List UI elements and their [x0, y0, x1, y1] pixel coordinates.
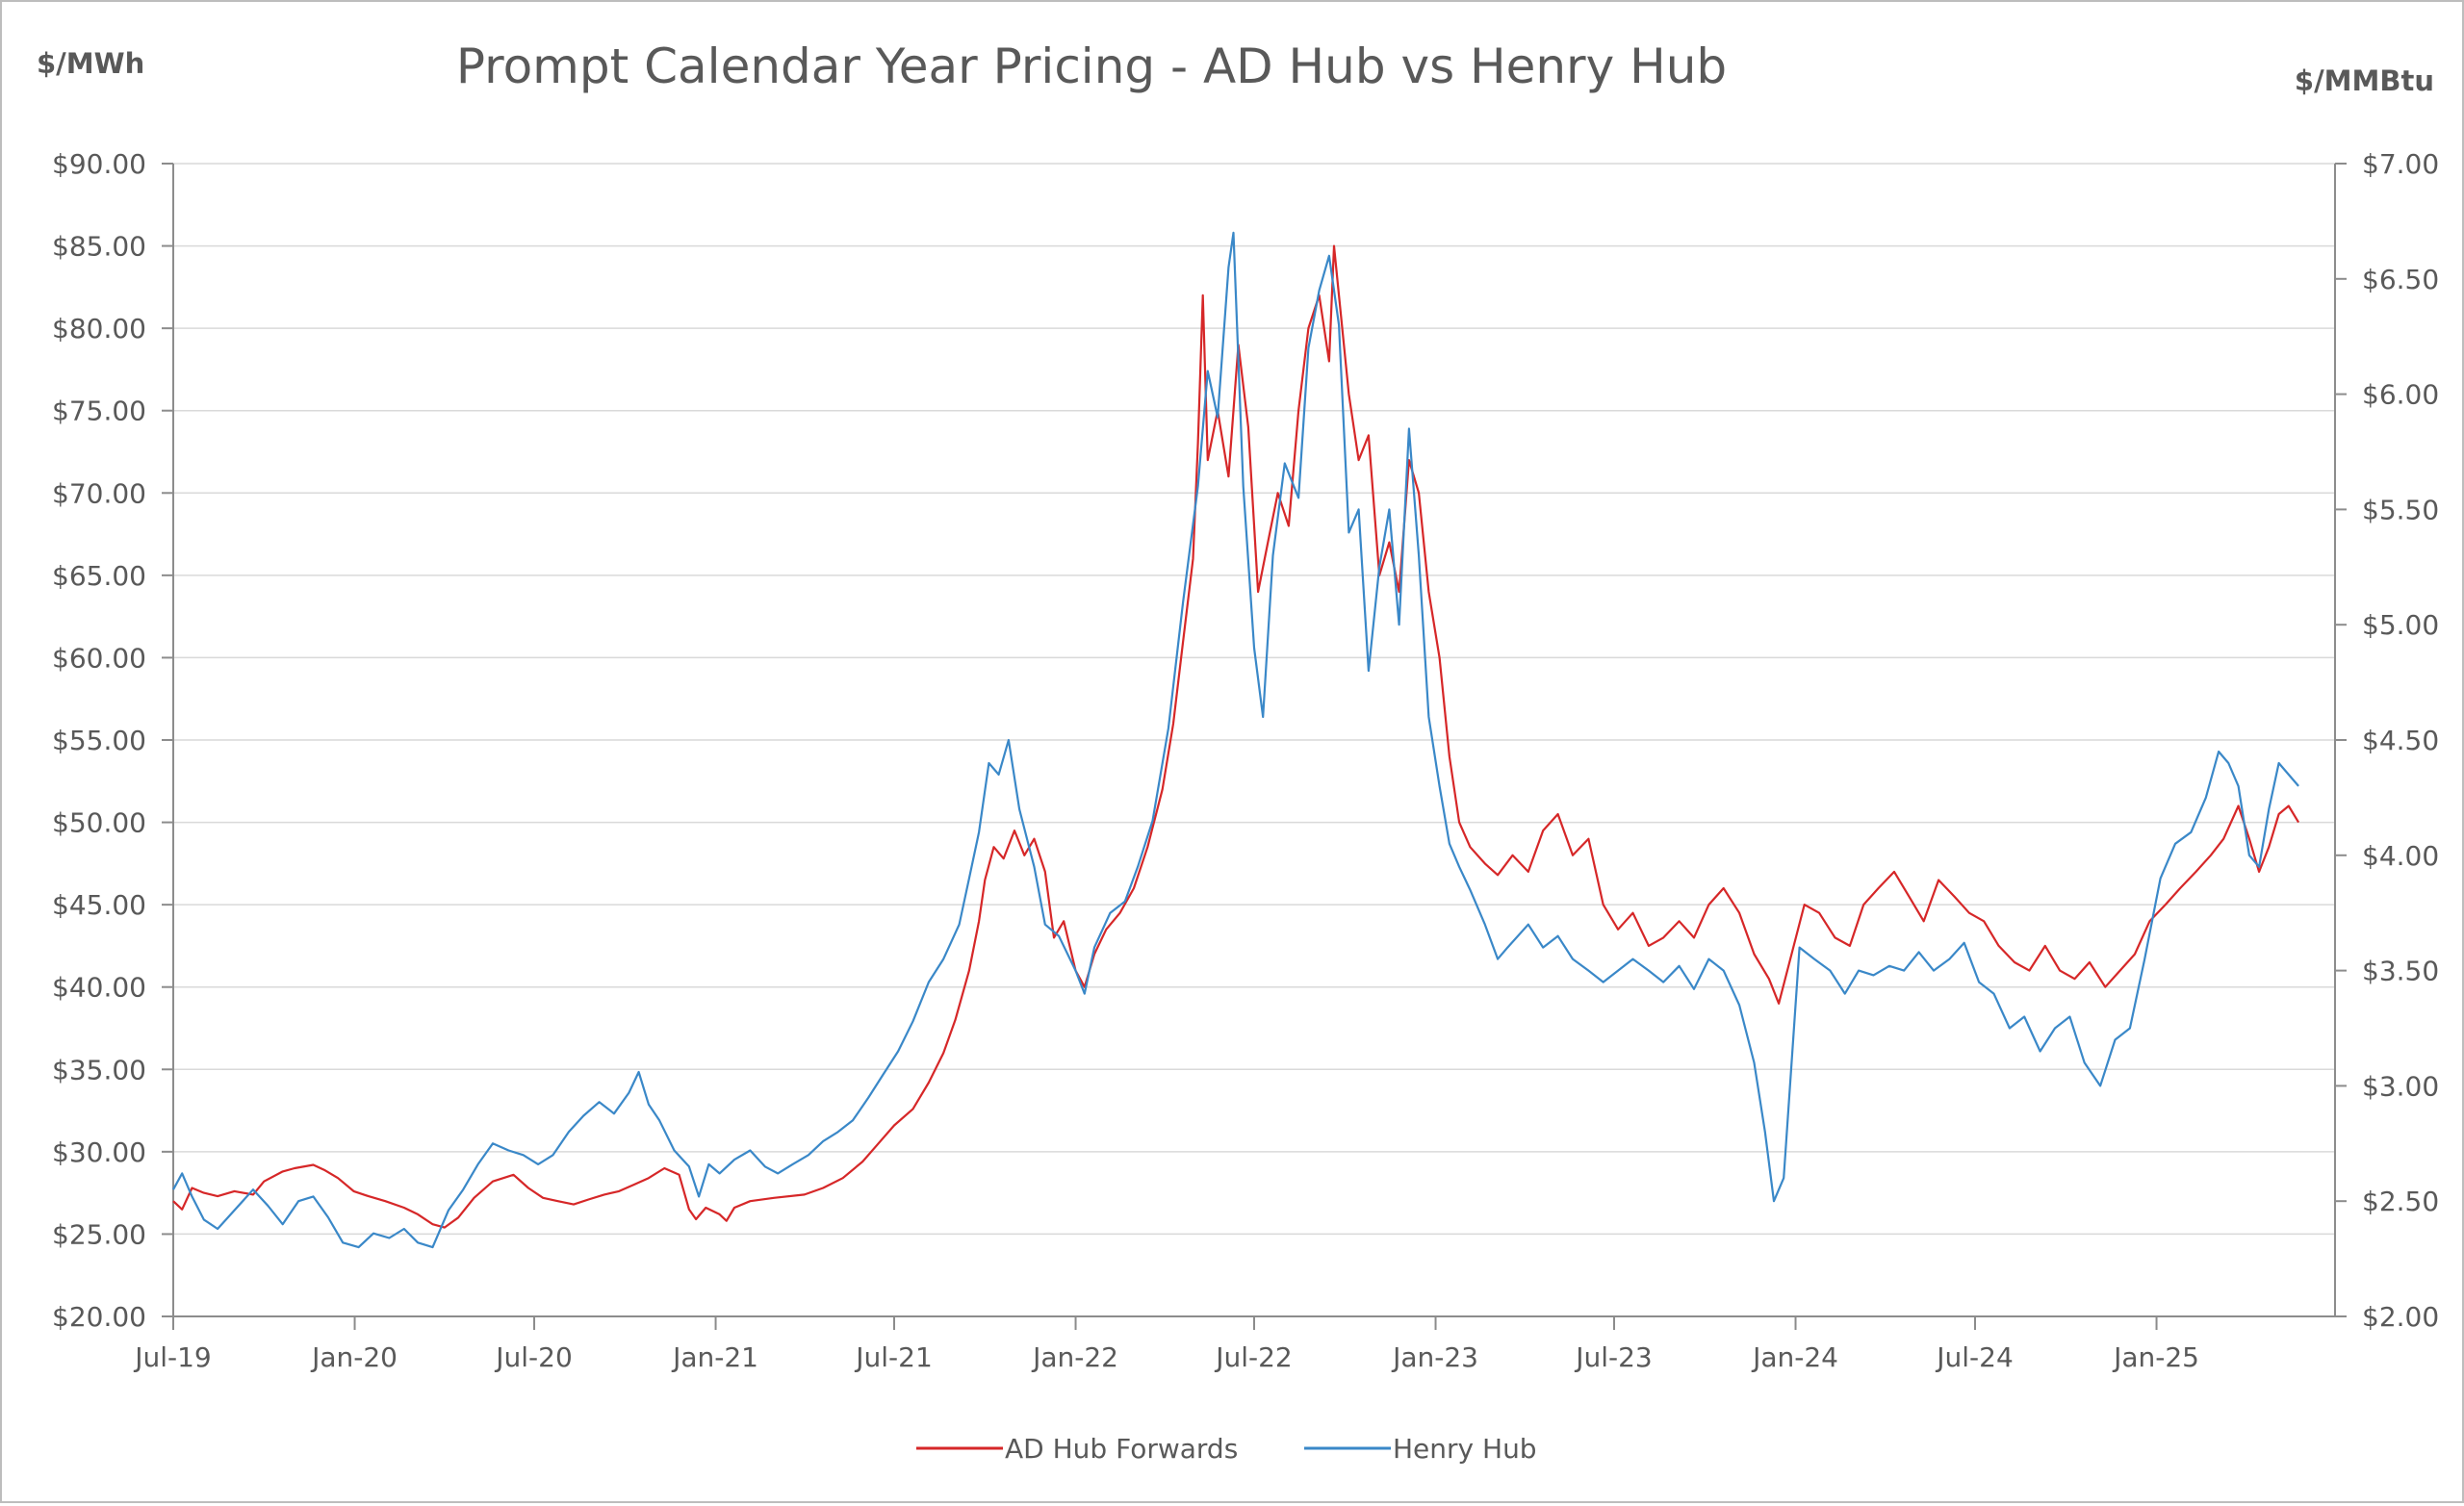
right-y-axis: $2.00 $2.50 $3.00 $3.50 $4.00 $4.50 $5.00 $5.50… [2335, 148, 2439, 1333]
legend-label: AD Hub Forwards [1005, 1433, 1238, 1465]
legend: AD Hub Forwards Henry Hub [916, 1433, 1537, 1465]
x-tick-label: Jul-24 [1935, 1341, 2014, 1373]
series-line-1 [172, 244, 2300, 1229]
right-tick-label: $2.50 [2362, 1186, 2439, 1217]
series-layer [172, 231, 2300, 1249]
left-tick-label: $45.00 [52, 889, 146, 921]
right-tick-label: $4.50 [2362, 725, 2439, 756]
left-y-axis: $20.00 $25.00 $30.00 $35.00 $40.00 $45.00 $50.… [52, 148, 173, 1333]
right-tick-label: $3.00 [2362, 1070, 2439, 1102]
grid-lines [173, 163, 2335, 1236]
left-tick-label: $25.00 [52, 1218, 146, 1250]
right-tick-label: $4.00 [2362, 840, 2439, 872]
right-tick-label: $5.00 [2362, 609, 2439, 641]
x-axis: Jul-19 Jan-20 Jul-20 Jan-21 Jul-21 Jan-22 Jul-… [133, 1316, 2199, 1373]
x-tick-label: Jan-20 [310, 1341, 398, 1373]
left-tick-label: $65.00 [52, 560, 146, 592]
left-tick-label: $20.00 [52, 1301, 146, 1333]
legend-label: Henry Hub [1393, 1433, 1537, 1465]
left-tick-label: $50.00 [52, 807, 146, 839]
left-tick-label: $35.00 [52, 1054, 146, 1085]
right-tick-label: $6.50 [2362, 264, 2439, 295]
right-tick-label: $7.00 [2362, 148, 2439, 180]
left-tick-label: $80.00 [52, 313, 146, 345]
left-tick-label: $55.00 [52, 725, 146, 756]
x-tick-label: Jan-24 [1751, 1341, 1838, 1373]
x-tick-label: Jul-23 [1574, 1341, 1653, 1373]
chart-title: Prompt Calendar Year Pricing - AD Hub vs… [456, 38, 1727, 94]
x-tick-label: Jul-20 [494, 1341, 573, 1373]
x-tick-label: Jan-23 [1391, 1341, 1478, 1373]
x-tick-label: Jan-21 [671, 1341, 758, 1373]
left-tick-label: $40.00 [52, 972, 146, 1004]
left-tick-label: $70.00 [52, 477, 146, 509]
right-tick-label: $6.00 [2362, 379, 2439, 411]
left-tick-label: $90.00 [52, 148, 146, 180]
right-tick-label: $5.50 [2362, 494, 2439, 525]
left-tick-label: $85.00 [52, 231, 146, 263]
right-tick-label: $2.00 [2362, 1301, 2439, 1333]
left-axis-unit: $/MWh [37, 47, 144, 80]
left-tick-label: $75.00 [52, 396, 146, 427]
series-line-2 [172, 231, 2299, 1249]
x-tick-label: Jul-21 [854, 1341, 933, 1373]
left-tick-label: $30.00 [52, 1136, 146, 1168]
x-tick-label: Jul-19 [133, 1341, 212, 1373]
x-tick-label: Jan-25 [2112, 1341, 2199, 1373]
x-tick-label: Jul-22 [1214, 1341, 1293, 1373]
left-tick-label: $60.00 [52, 642, 146, 674]
x-tick-label: Jan-22 [1031, 1341, 1118, 1373]
right-axis-unit: $/MMBtu [2295, 64, 2434, 97]
right-tick-label: $3.50 [2362, 956, 2439, 987]
